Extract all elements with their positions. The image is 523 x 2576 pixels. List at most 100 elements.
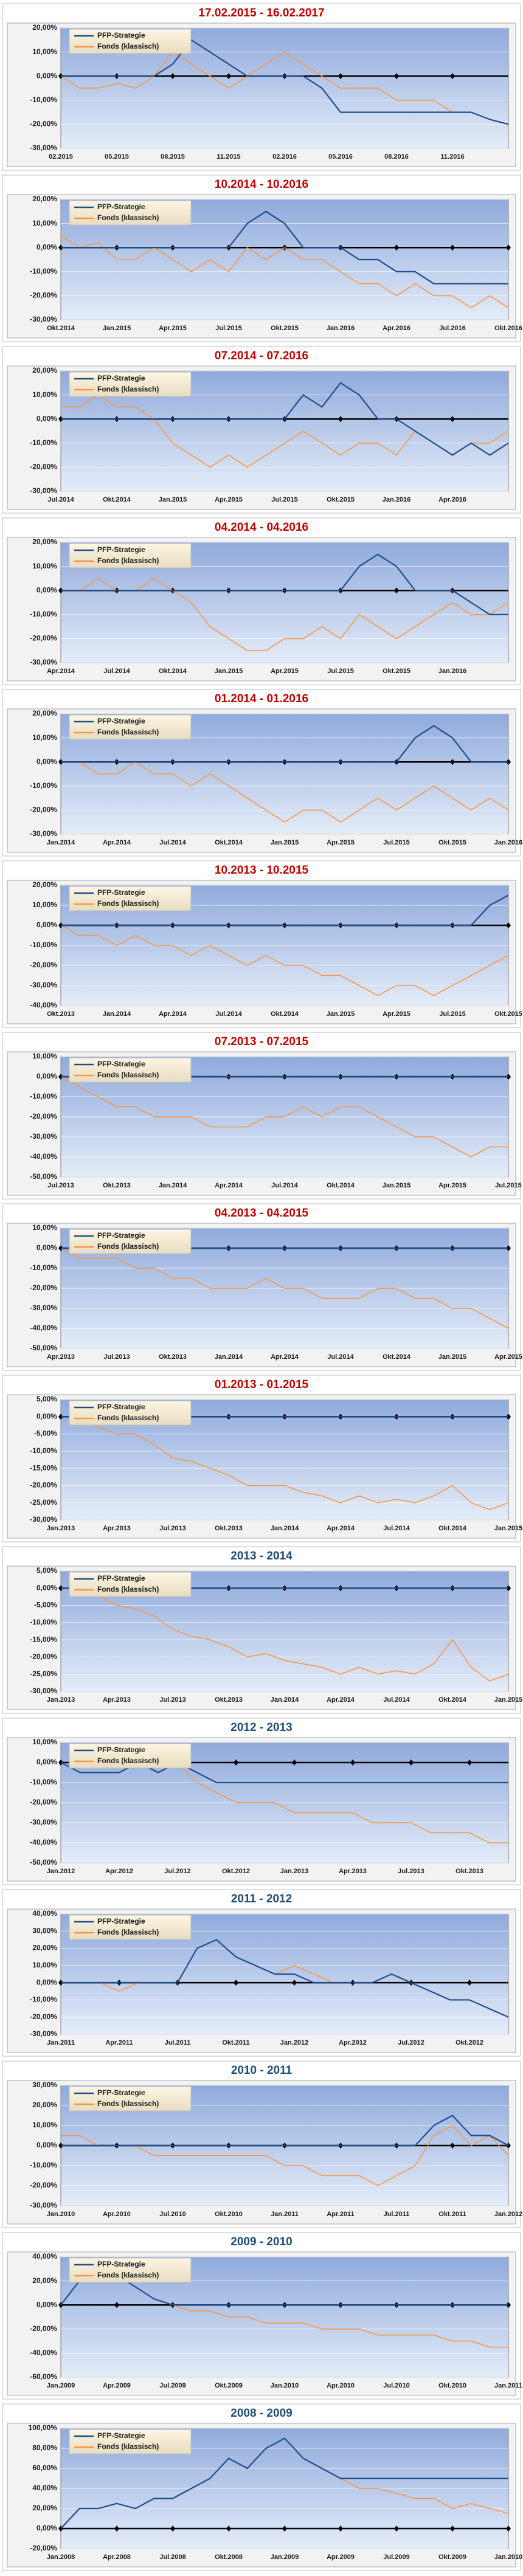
y-tick-label: -30,00% (30, 1304, 57, 1312)
chart-title: 01.2014 - 01.2016 (215, 692, 308, 705)
y-tick-label: -40,00% (30, 1001, 57, 1009)
y-tick-label: 0,00% (36, 1758, 57, 1766)
series-line (60, 925, 509, 996)
axis-marker (234, 1980, 238, 1986)
y-tick-label: -20,00% (30, 2324, 57, 2333)
x-tick-label: Okt.2013 (215, 1696, 243, 1704)
x-tick-label: Okt.2013 (455, 1868, 483, 1875)
legend-box (69, 1057, 192, 1083)
x-tick-label: Okt.2015 (271, 325, 299, 332)
x-tick-label: Apr.2014 (47, 668, 75, 675)
x-tick-label: Okt.2015 (383, 668, 410, 675)
y-tick-label: 20,00% (32, 23, 57, 32)
axis-marker (226, 73, 231, 80)
x-tick-label: Jul.2010 (159, 2211, 185, 2218)
y-tick-label: -50,00% (30, 1344, 57, 1352)
legend-box (69, 2086, 192, 2112)
x-tick-label: Okt.2009 (438, 2554, 466, 2561)
y-tick-label: -30,00% (30, 658, 57, 666)
x-tick-label: Jul.2013 (159, 1696, 185, 1704)
series-line (61, 725, 508, 763)
series-line (61, 39, 509, 125)
y-tick-label: 20,00% (32, 880, 57, 889)
x-tick-label: Jan.2008 (47, 2554, 75, 2561)
x-tick-label: Apr.2013 (47, 1353, 75, 1361)
x-tick-label: Jul.2011 (165, 2039, 191, 2046)
x-tick-label: Jul.2015 (215, 325, 241, 332)
y-tick-label: -20,00% (30, 1112, 57, 1121)
x-tick-label: Okt.2015 (327, 496, 355, 503)
legend-label: PFP-Strategie (97, 202, 145, 211)
legend-box (69, 2257, 192, 2283)
x-tick-label: Jul.2013 (159, 1525, 185, 1532)
y-tick-label: -20,00% (30, 1481, 57, 1490)
axis-marker (450, 2143, 455, 2149)
x-tick-label: Okt.2014 (271, 1010, 299, 1018)
y-tick-label: 20,00% (32, 195, 57, 203)
x-tick-label: Apr.2011 (327, 2211, 354, 2218)
y-tick-label: 30,00% (32, 1926, 57, 1935)
x-tick-label: Okt.2009 (215, 2382, 243, 2389)
x-tick-label: Apr.2008 (103, 2554, 131, 2561)
legend-label: Fonds (klassisch) (97, 42, 159, 50)
series-line (61, 894, 509, 927)
y-tick-label: -30,00% (30, 2201, 57, 2209)
y-tick-label: -30,00% (30, 981, 57, 989)
y-tick-label: -40,00% (30, 1152, 57, 1161)
x-tick-label: Apr.2013 (103, 1696, 131, 1704)
axis-marker (114, 2302, 119, 2308)
legend-label: Fonds (klassisch) (97, 556, 159, 565)
x-tick-label: Okt.2010 (438, 2382, 466, 2389)
legend-label: PFP-Strategie (97, 717, 145, 725)
legend-box (69, 1400, 192, 1426)
x-tick-label: Jul.2009 (159, 2382, 185, 2389)
axis-marker (467, 1759, 472, 1766)
y-tick-label: -20,00% (30, 2012, 57, 2021)
x-tick-label: Apr.2011 (105, 2039, 133, 2046)
legend-label: Fonds (klassisch) (97, 899, 159, 908)
y-tick-label: 60,00% (32, 2464, 57, 2472)
x-tick-label: Jul.2012 (164, 1868, 190, 1875)
x-tick-label: Jul.2014 (383, 1525, 410, 1532)
axis-marker (292, 1759, 297, 1766)
legend-box (69, 543, 192, 568)
legend-label: Fonds (klassisch) (97, 385, 159, 393)
axis-marker (292, 1980, 297, 1986)
x-tick-label: Jan.2011 (494, 2382, 522, 2389)
chart-title: 04.2013 - 04.2015 (215, 1207, 309, 1220)
legend-label: Fonds (klassisch) (97, 2271, 159, 2279)
y-tick-label: 0,00% (36, 71, 57, 80)
y-tick-label: 20,00% (32, 1944, 57, 1952)
y-tick-label: 20,00% (32, 537, 57, 546)
x-tick-label: Jan.2010 (494, 2554, 522, 2561)
y-tick-label: -15,00% (30, 1635, 57, 1643)
x-tick-label: Okt.2014 (159, 668, 187, 675)
legend-label: Fonds (klassisch) (97, 2099, 159, 2108)
x-tick-label: Okt.2014 (327, 1182, 355, 1189)
legend-label: PFP-Strategie (97, 1060, 145, 1068)
y-tick-label: 0,00% (36, 585, 57, 594)
series-line (60, 2268, 508, 2306)
x-tick-label: Jan.2011 (47, 2039, 75, 2046)
x-tick-label: Jan.2015 (327, 1010, 355, 1018)
legend-box (69, 200, 192, 226)
x-tick-label: Apr.2012 (105, 1868, 133, 1875)
legend-box (69, 714, 192, 740)
axis-marker (114, 2526, 119, 2532)
y-tick-label: 20,00% (32, 2504, 57, 2512)
axis-marker (350, 1759, 355, 1766)
y-tick-label: -30,00% (30, 143, 57, 152)
series-line (61, 1587, 509, 1682)
y-tick-label: -25,00% (30, 1498, 57, 1507)
x-tick-label: Jul.2014 (271, 1182, 298, 1189)
legend-label: Fonds (klassisch) (97, 1242, 159, 1251)
x-tick-label: Apr.2015 (494, 1353, 522, 1361)
axis-marker (450, 244, 455, 251)
y-tick-label: -10,00% (30, 1446, 57, 1455)
y-tick-label: -20,00% (30, 120, 57, 128)
x-tick-label: Apr.2015 (327, 839, 355, 846)
x-tick-label: Jul.2014 (159, 839, 186, 846)
y-tick-label: -10,00% (30, 1778, 57, 1786)
x-tick-label: Apr.2014 (271, 1353, 299, 1361)
axis-marker (409, 1759, 414, 1766)
